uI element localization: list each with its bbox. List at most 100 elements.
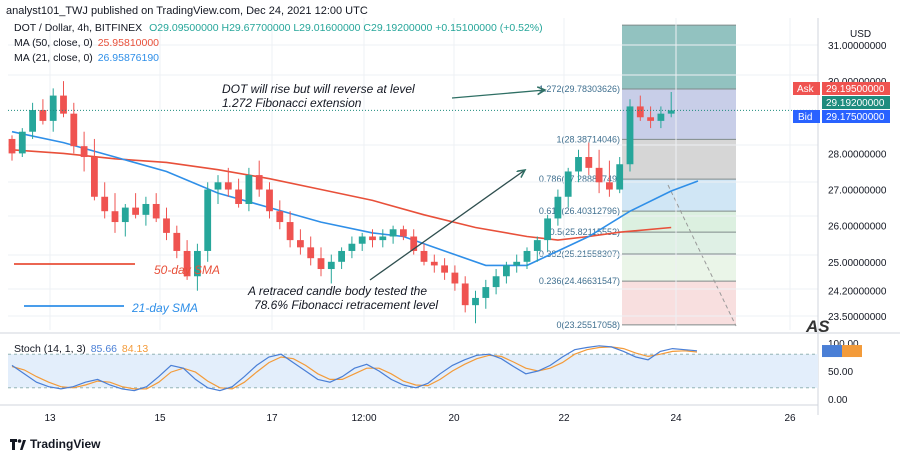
candle-body [49, 95, 57, 121]
time-tick-label: 24 [670, 413, 682, 424]
annotation-upper-line1: DOT will rise but will reverse at level [222, 82, 415, 96]
candle-body [91, 157, 98, 197]
candle-body [286, 222, 294, 241]
candle-body [513, 261, 521, 266]
last-value: 29.19200000 [826, 98, 885, 109]
fib-level-label: 1.272(29.78303626) [539, 84, 620, 94]
stoch-tick-label: 100.00 [828, 339, 859, 350]
candle-body [441, 265, 448, 273]
label-50-day-sma: 50-day SMA [154, 263, 220, 277]
stoch-tick-label: 50.00 [828, 367, 853, 378]
annotation-lower-line1: A retraced candle body tested the [247, 284, 427, 298]
ask-value: 29.19500000 [826, 84, 885, 95]
last-value-badge [822, 96, 890, 109]
candle-body [647, 117, 654, 121]
legend-stoch-label: Stoch (14, 1, 3) [14, 343, 86, 355]
candle-body [39, 110, 47, 121]
fib-band [622, 232, 736, 255]
fib-band [622, 211, 736, 233]
ma21-extension [670, 180, 699, 192]
annotations-layer: DOT will rise but will reverse at level 1… [8, 82, 830, 336]
candle-body [430, 261, 438, 266]
tradingview-logo-icon [10, 438, 26, 450]
legend-ma21-label: MA (21, close, 0) [14, 52, 93, 64]
ask-value-badge [822, 82, 890, 95]
time-tick-label: 17 [266, 413, 278, 424]
price-tick-label: 27.00000000 [828, 186, 887, 197]
candle-body [564, 171, 572, 197]
stoch-k-badge [822, 345, 842, 358]
legend-stoch-d: 84.13 [121, 343, 149, 355]
candle-body [533, 240, 541, 251]
time-tick-label: 26 [784, 413, 796, 424]
candle-body [307, 247, 315, 259]
candle-body [348, 243, 356, 251]
legend-ma21-row: MA (21, close, 0) 26.95876190 [14, 52, 159, 64]
candle-body [575, 157, 582, 172]
legend-ma50-value: 25.95810000 [97, 37, 160, 49]
candle-body [369, 236, 376, 241]
candle-body [276, 211, 284, 223]
price-tick-label: 28.00000000 [828, 149, 887, 160]
candles-layer [8, 81, 675, 324]
price-tick-label: 25.00000000 [828, 258, 887, 269]
candle-body [132, 207, 139, 215]
bid-tag-label: Bid [798, 112, 812, 123]
candle-body [616, 164, 624, 190]
candle-body [585, 157, 593, 168]
legend-stoch-row: Stoch (14, 1, 3) 85.66 84.13 [14, 343, 148, 355]
bid-value-badge [822, 110, 890, 123]
candle-body [18, 131, 26, 154]
candle-body [255, 175, 263, 190]
candle-body [317, 258, 325, 270]
candle-body [523, 250, 531, 262]
bid-tag [793, 110, 820, 123]
candle-body [544, 218, 551, 241]
legend-stoch-k: 85.66 [90, 343, 117, 355]
fib-level-label: 0.5(25.82115552) [550, 227, 620, 237]
candle-body [554, 196, 562, 219]
candle-body [492, 276, 500, 288]
fib-level-label: 0.618(26.40312796) [539, 206, 620, 216]
candle-body [389, 229, 397, 237]
candle-body [503, 265, 510, 277]
ma21-line [11, 130, 672, 267]
time-tick-label: 13 [44, 413, 56, 424]
annotation-lower-line2: 78.6% Fibonacci retracement level [254, 298, 438, 312]
ask-tag [793, 82, 820, 95]
stoch-k-line [11, 345, 698, 392]
candle-body [204, 189, 212, 251]
candle-body [29, 110, 36, 132]
candle-body [626, 106, 634, 165]
candle-body [245, 175, 253, 204]
legend-ma50-label: MA (50, close, 0) [14, 37, 93, 49]
candle-body [657, 113, 665, 121]
candle-body [410, 236, 418, 251]
candle-body [595, 167, 603, 183]
candle-body [606, 182, 613, 190]
stoch-tick-label: 0.00 [828, 395, 848, 406]
candle-body [297, 240, 304, 248]
price-tick-label: 23.50000000 [828, 312, 887, 323]
candle-body [379, 236, 387, 241]
publisher-header: analyst101_TWJ published on TradingView.… [6, 5, 368, 17]
axes-layer: USD31.0000000030.0000000028.0000000027.0… [0, 18, 890, 424]
time-tick-label: 22 [558, 413, 570, 424]
label-21-day-sma: 21-day SMA [131, 301, 198, 315]
candle-body [420, 250, 428, 262]
candle-body [163, 218, 170, 233]
fib-band-top [622, 25, 736, 89]
candle-body [327, 261, 335, 270]
candle-body [235, 189, 242, 204]
candle-body [400, 229, 407, 237]
candle-body [636, 106, 644, 118]
candle-body [142, 203, 150, 215]
candle-body [214, 182, 222, 190]
legend-symbol-row: DOT / Dollar, 4h, BITFINEX O29.09500000 … [14, 22, 543, 34]
footer-brand-text: TradingView [30, 437, 101, 451]
legend-symbol: DOT / Dollar, 4h, BITFINEX [14, 22, 143, 34]
candle-body [358, 236, 366, 244]
legend-ma21-value: 26.95876190 [97, 52, 160, 64]
bid-value: 29.17500000 [826, 112, 885, 123]
